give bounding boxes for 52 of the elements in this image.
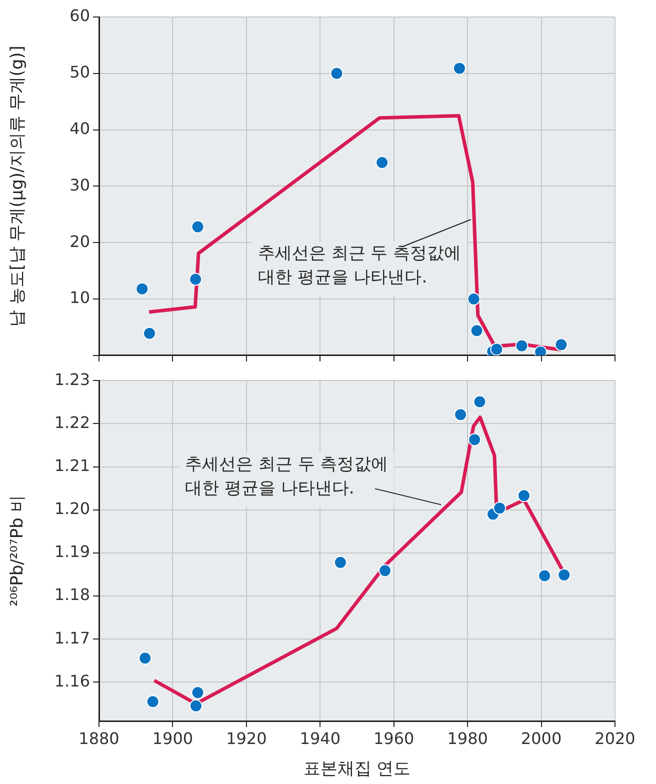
point — [517, 489, 530, 502]
point — [136, 282, 149, 296]
point — [470, 324, 484, 338]
point — [467, 292, 480, 306]
y-tick-label: 1.22 — [54, 412, 90, 432]
y-tick-label: 1.16 — [54, 671, 90, 690]
y-tick-label: 1.17 — [54, 628, 90, 648]
point — [330, 66, 344, 80]
point — [493, 502, 506, 515]
point — [146, 695, 160, 708]
x-tick-label: 1980 — [447, 728, 488, 748]
point — [468, 433, 482, 446]
x-axis-title: 표본채집 연도 — [303, 759, 411, 780]
point — [334, 556, 347, 569]
point — [515, 339, 528, 352]
y-tick-label: 1.23 — [54, 370, 90, 389]
point — [191, 220, 204, 234]
point — [558, 568, 571, 582]
point — [452, 62, 466, 75]
x-tick-label: 1900 — [152, 728, 194, 748]
point — [473, 395, 486, 408]
point — [138, 652, 152, 665]
y-tick-label: 10 — [70, 288, 90, 308]
y-axis-title: 납 농도[납 무게(μg)/지의류 무게(g)] — [8, 46, 28, 327]
y-tick-label: 1.21 — [54, 456, 90, 475]
y-tick-label: 40 — [70, 118, 90, 138]
point — [142, 326, 156, 340]
point — [189, 699, 202, 712]
point — [376, 156, 389, 170]
y-tick-label: 30 — [70, 175, 90, 194]
y-tick-label: 1.20 — [54, 499, 90, 518]
y-tick-label: 20 — [70, 232, 90, 251]
y-axis-title: ²⁰⁶Pb/²⁰⁷Pb 비 — [8, 495, 28, 606]
annotation: 추세선은 최근 두 측정값에 대한 평균을 나타낸다. — [258, 243, 462, 288]
point — [554, 338, 568, 352]
x-tick-label: 1920 — [226, 728, 267, 748]
x-tick-label: 1940 — [300, 728, 340, 748]
point — [189, 272, 202, 286]
point — [454, 408, 468, 422]
point — [538, 569, 552, 582]
point — [191, 686, 204, 700]
y-tick-label: 1.19 — [54, 542, 90, 562]
x-tick-label: 1880 — [78, 728, 120, 748]
y-tick-label: 50 — [70, 62, 90, 82]
y-tick-label: 60 — [70, 6, 90, 26]
x-tick-label: 1960 — [374, 728, 414, 748]
point — [490, 342, 504, 356]
point — [378, 564, 392, 578]
annotation: 추세선은 최근 두 측정값에 대한 평균을 나타낸다. — [185, 454, 388, 499]
x-tick-label: 2020 — [594, 728, 636, 748]
x-tick-label: 2000 — [520, 728, 562, 748]
y-tick-label: 1.18 — [54, 585, 90, 604]
